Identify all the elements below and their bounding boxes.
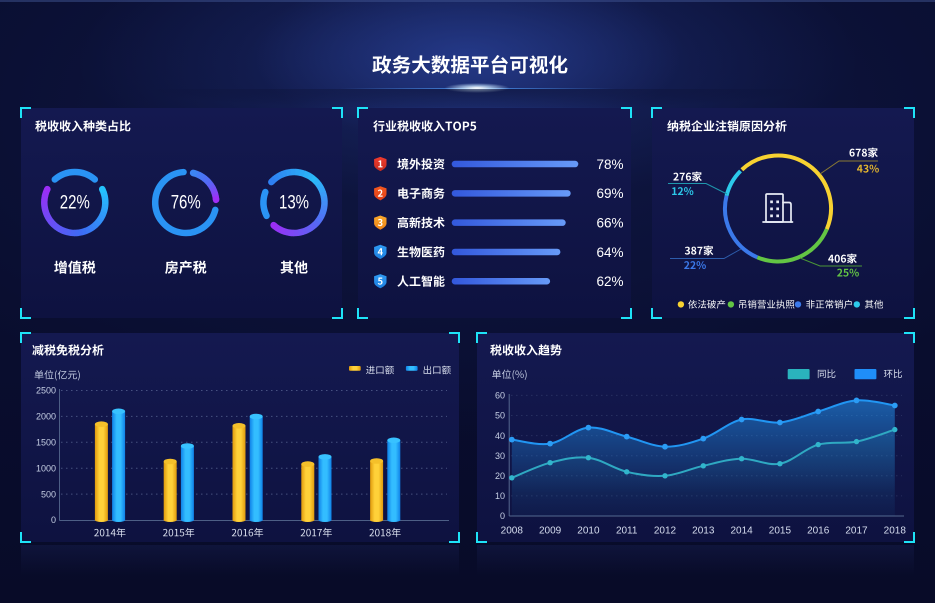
svg-text:22%: 22% — [60, 191, 90, 213]
svg-text:78%: 78% — [596, 157, 623, 172]
svg-text:64%: 64% — [596, 245, 623, 260]
svg-text:2011: 2011 — [616, 526, 638, 537]
svg-text:2014: 2014 — [730, 526, 753, 537]
svg-text:2000: 2000 — [36, 412, 56, 422]
svg-text:2500: 2500 — [36, 386, 56, 396]
svg-text:69%: 69% — [596, 186, 623, 201]
svg-text:0: 0 — [51, 515, 56, 525]
svg-text:2018: 2018 — [884, 526, 907, 537]
svg-text:50: 50 — [495, 411, 505, 421]
svg-text:0: 0 — [500, 511, 505, 521]
svg-text:1500: 1500 — [36, 438, 56, 448]
svg-text:2008: 2008 — [501, 526, 524, 537]
svg-text:2016: 2016 — [807, 526, 830, 537]
svg-text:13%: 13% — [279, 191, 309, 213]
svg-text:500: 500 — [41, 489, 56, 499]
svg-text:2009: 2009 — [539, 526, 562, 537]
svg-text:30: 30 — [495, 451, 505, 461]
svg-text:66%: 66% — [596, 216, 623, 231]
svg-text:2013: 2013 — [692, 526, 715, 537]
svg-text:2012: 2012 — [654, 526, 677, 537]
svg-text:60: 60 — [495, 391, 505, 401]
svg-text:20: 20 — [495, 471, 505, 481]
svg-text:10: 10 — [495, 491, 505, 501]
svg-text:2010: 2010 — [577, 526, 600, 537]
svg-text:76%: 76% — [171, 191, 201, 213]
svg-text:2015: 2015 — [769, 526, 792, 537]
svg-text:2017: 2017 — [845, 526, 868, 537]
svg-text:1000: 1000 — [36, 463, 56, 473]
svg-text:40: 40 — [495, 431, 505, 441]
svg-text:62%: 62% — [596, 274, 623, 289]
